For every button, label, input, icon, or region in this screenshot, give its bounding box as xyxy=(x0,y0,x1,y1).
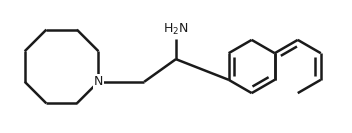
Text: N: N xyxy=(94,75,103,88)
Text: H$_2$N: H$_2$N xyxy=(163,21,189,37)
